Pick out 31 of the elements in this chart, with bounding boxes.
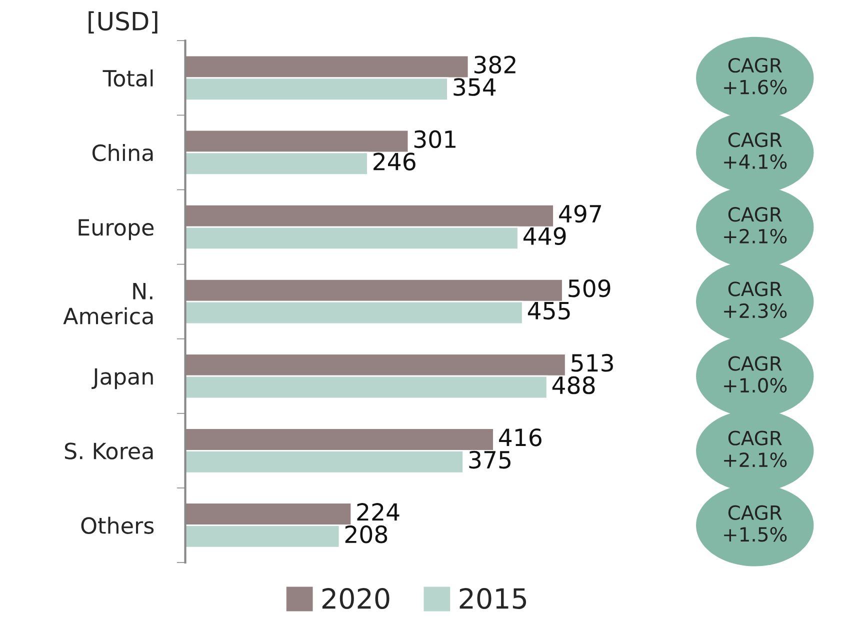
y-tick-label: Total (102, 69, 153, 87)
data-label: 513 (572, 354, 613, 372)
text: CAGR +1.6% (724, 58, 787, 94)
data-label: 224 (357, 503, 400, 521)
data-label: 375 (469, 450, 510, 469)
text: CAGR +1.0% (724, 356, 787, 393)
y-axis-title: [USD] (88, 11, 158, 34)
data-label: 246 (374, 152, 416, 170)
data-label: 509 (568, 279, 610, 298)
data-label: 497 (559, 204, 601, 223)
text: CAGR +2.1% (724, 207, 787, 244)
y-tick-label: Japan (92, 368, 153, 390)
data-label: 488 (552, 376, 595, 394)
data-label: 455 (528, 302, 570, 320)
data-label: 382 (474, 56, 516, 74)
text: CAGR +1.5% (724, 505, 787, 542)
y-tick-label: Others (81, 516, 154, 534)
y-tick-label: China (92, 144, 153, 162)
y-tick-label: Europe (78, 219, 154, 240)
text: CAGR +2.3% (724, 282, 787, 318)
data-label: 449 (523, 227, 566, 246)
legend-label: 2015 (460, 588, 526, 610)
text: CAGR +4.1% (724, 132, 787, 169)
y-tick-label: S. Korea (64, 442, 153, 460)
y-tick-label: N. America (63, 283, 153, 324)
data-label: 208 (345, 525, 388, 544)
text: CAGR +2.1% (724, 430, 787, 468)
legend-label: 2020 (322, 588, 390, 610)
data-label: 354 (454, 78, 496, 96)
data-label: 301 (414, 130, 456, 148)
data-label: 416 (499, 428, 542, 446)
